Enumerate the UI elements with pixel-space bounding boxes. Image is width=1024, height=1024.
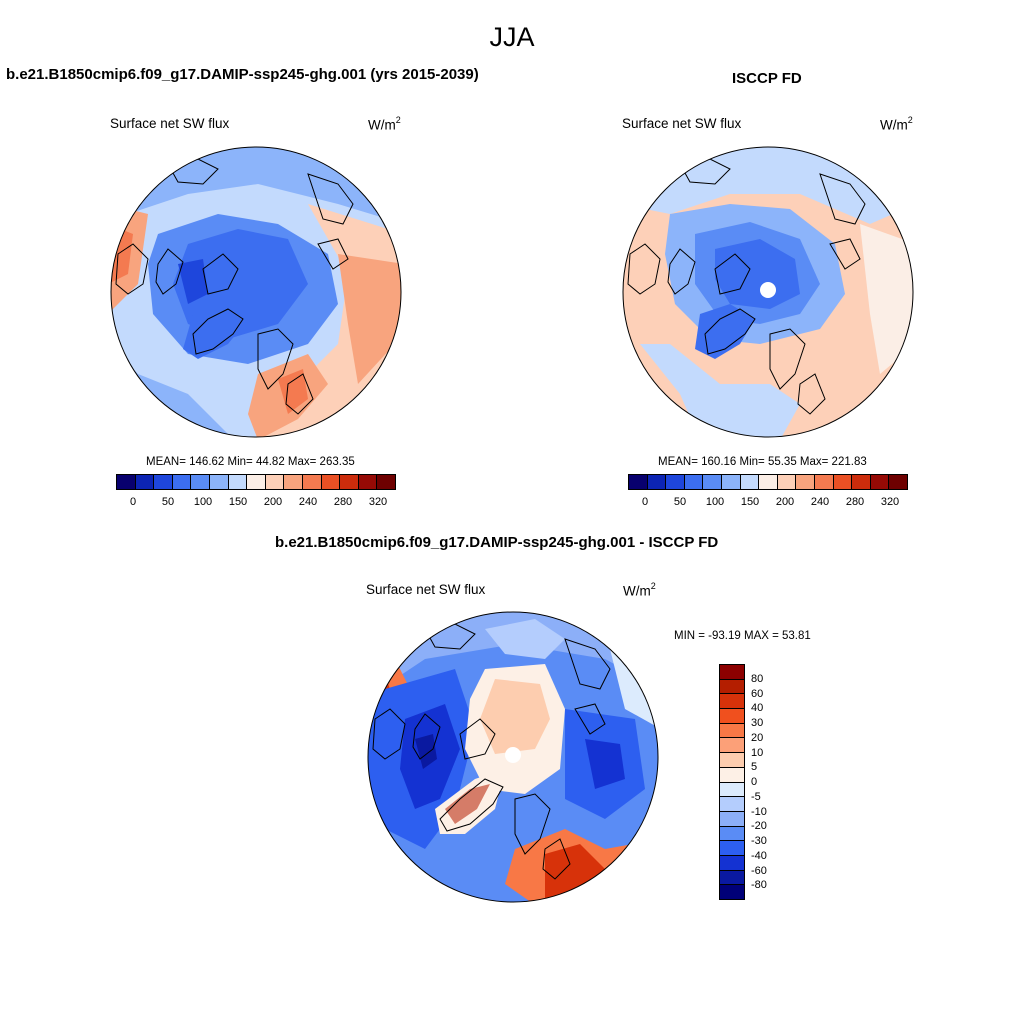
colorbar-tick-label: 40 — [751, 702, 764, 715]
colorbar-tick-label: 50 — [161, 496, 175, 508]
model-panel-title: b.e21.B1850cmip6.f09_g17.DAMIP-ssp245-gh… — [6, 66, 479, 83]
colorbar-tick-label: -40 — [751, 849, 767, 862]
diff-minmax-text: MIN = -93.19 MAX = 53.81 — [674, 630, 811, 642]
colorbar-tick-label: 240 — [298, 496, 318, 508]
diff-variable-label: Surface net SW flux — [366, 582, 486, 597]
colorbar-tick-label: 320 — [368, 496, 388, 508]
colorbar-tick-label: 100 — [193, 496, 213, 508]
obs-panel-title: ISCCP FD — [732, 70, 802, 87]
diff-colorbar-ticks: 80 60 40 30 20 10 5 0 -5 -10 -20 -30 -40… — [751, 664, 781, 900]
diff-colorbar — [719, 664, 745, 900]
colorbar-tick-label: 200 — [263, 496, 283, 508]
colorbar-tick-label: -30 — [751, 835, 767, 847]
colorbar-tick-label: 150 — [740, 496, 760, 508]
colorbar-tick-label: 20 — [751, 731, 764, 744]
colorbar-tick-label: 5 — [751, 761, 758, 774]
colorbar-tick-label: 280 — [333, 496, 353, 508]
colorbar-tick-label: 200 — [775, 496, 795, 508]
colorbar-tick-label: 80 — [751, 672, 764, 685]
model-colorbar-ticks: 0 50 100 150 200 240 280 320 — [116, 496, 396, 510]
colorbar-tick-label: 280 — [845, 496, 865, 508]
colorbar-tick-label: 150 — [228, 496, 248, 508]
colorbar-tick-label: -20 — [751, 820, 767, 833]
model-units-label: W/m2 — [368, 115, 401, 133]
obs-colorbar — [628, 474, 908, 490]
colorbar-tick-label: -10 — [751, 805, 767, 818]
season-title: JJA — [489, 22, 535, 52]
colorbar-tick-label: 30 — [751, 717, 764, 729]
colorbar-tick-label: -60 — [751, 864, 767, 877]
colorbar-tick-label: 240 — [810, 496, 830, 508]
diff-panel-title: b.e21.B1850cmip6.f09_g17.DAMIP-ssp245-gh… — [275, 534, 719, 551]
colorbar-tick-label: 320 — [880, 496, 900, 508]
colorbar-tick-label: 0 — [751, 776, 758, 788]
colorbar-tick-label: 10 — [751, 746, 764, 759]
model-variable-label: Surface net SW flux — [110, 116, 230, 131]
colorbar-tick-label: 0 — [129, 496, 137, 508]
colorbar-tick-label: 50 — [673, 496, 687, 508]
obs-colorbar-ticks: 0 50 100 150 200 240 280 320 — [628, 496, 908, 510]
colorbar-tick-label: 60 — [751, 687, 764, 700]
colorbar-tick-label: 100 — [705, 496, 725, 508]
model-polar-map — [110, 146, 402, 438]
model-colorbar — [116, 474, 396, 490]
obs-variable-label: Surface net SW flux — [622, 116, 742, 131]
obs-polar-map — [622, 146, 914, 438]
colorbar-tick-label: 0 — [641, 496, 649, 508]
model-stats-text: MEAN= 146.62 Min= 44.82 Max= 263.35 — [146, 456, 355, 468]
obs-units-label: W/m2 — [880, 115, 913, 133]
obs-stats-text: MEAN= 160.16 Min= 55.35 Max= 221.83 — [658, 456, 867, 468]
colorbar-tick-label: -5 — [751, 790, 761, 803]
diff-units-label: W/m2 — [623, 581, 656, 599]
colorbar-tick-label: -80 — [751, 879, 767, 892]
diff-polar-map — [367, 611, 659, 903]
